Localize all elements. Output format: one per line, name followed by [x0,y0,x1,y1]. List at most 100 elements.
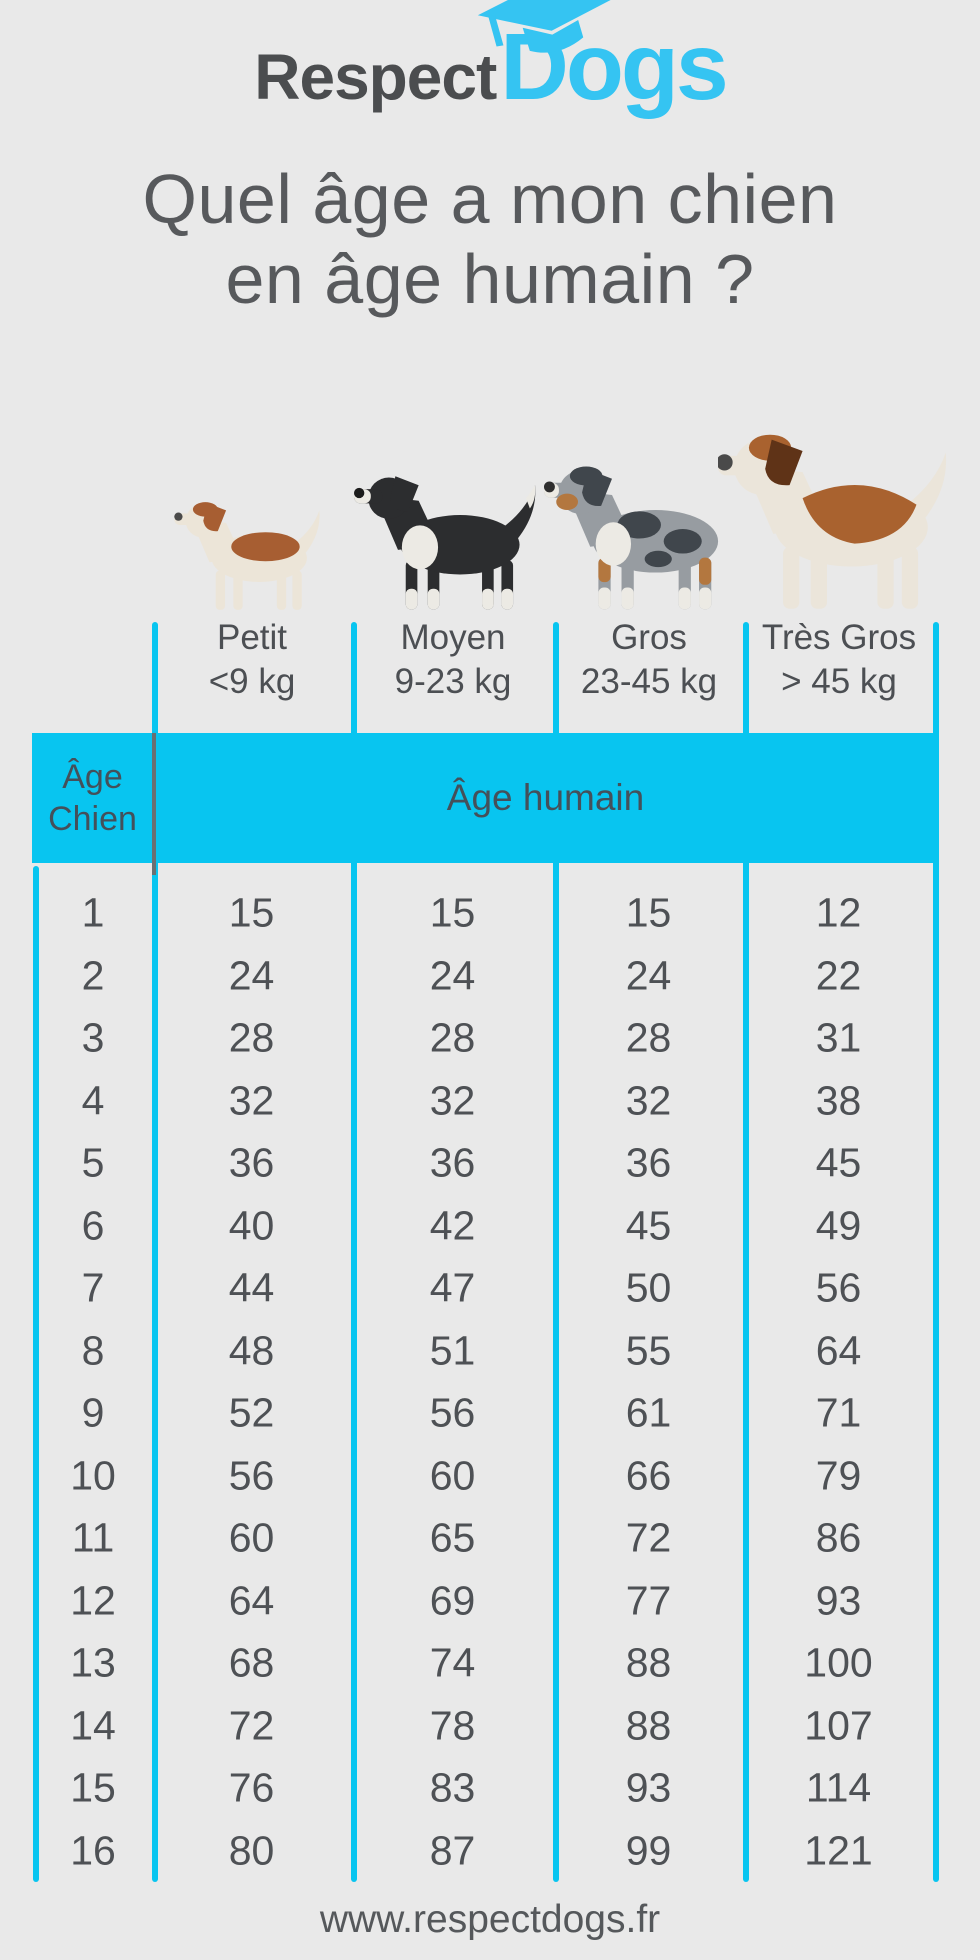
human-age-cell: 47 [429,1264,476,1311]
human-age-cell: 88 [625,1639,672,1686]
human-age-cell: 44 [228,1264,275,1311]
table-header-band: Âge Chien Âge humain [32,733,935,875]
human-age-cell: 56 [228,1452,275,1499]
category-weight: 23-45 kg [580,662,718,701]
category-weight: <9 kg [208,662,296,701]
human-age-cell: 55 [625,1327,672,1374]
page-title-line2: en âge humain ? [225,239,755,318]
human-age-cell: 69 [429,1577,476,1624]
human-age-cell: 28 [429,1014,476,1061]
age-table-body: 1 15 15 15 12 2 24 24 24 22 3 28 28 28 3… [0,882,980,1882]
table-grid-line [33,866,39,1882]
human-age-cell: 68 [228,1639,275,1686]
table-grid-line [152,622,158,1882]
human-age-cell: 64 [228,1577,275,1624]
human-age-cell: 45 [815,1139,862,1186]
human-age-cell: 78 [429,1702,476,1749]
human-age-cell: 99 [625,1827,672,1874]
logo-word-respect: Respect [254,41,497,113]
human-age-cell: 61 [625,1389,672,1436]
dog-age-cell: 5 [81,1139,105,1186]
dog-age-cell: 12 [70,1577,116,1624]
category-weight: > 45 kg [781,662,897,701]
website-url: www.respectdogs.fr [319,1898,661,1941]
human-age-cell: 48 [228,1327,275,1374]
human-age-cell: 114 [805,1764,872,1811]
category-name: Très Gros [761,618,917,657]
size-category-headers: Petit <9 kg Moyen 9-23 kg Gros 23-45 kg … [0,620,980,732]
dog-age-cell: 8 [81,1327,105,1374]
human-age-cell: 22 [815,952,862,999]
human-age-cell: 71 [815,1389,862,1436]
logo-word-dogs-wrap: Dogs [478,0,729,115]
table-row: 12 64 69 77 93 [0,1570,980,1633]
table-row: 3 28 28 28 31 [0,1007,980,1070]
human-age-cell: 51 [429,1327,476,1374]
dog-age-cell: 15 [70,1764,116,1811]
human-age-cell: 36 [228,1139,275,1186]
human-age-cell: 15 [429,889,476,936]
human-age-cell: 72 [228,1702,275,1749]
category-name: Petit [216,618,288,657]
table-row: 7 44 47 50 56 [0,1257,980,1320]
table-row: 15 76 83 93 114 [0,1757,980,1820]
table-row: 13 68 74 88 100 [0,1632,980,1695]
human-age-cell: 31 [815,1014,862,1061]
human-age-cell: 56 [429,1389,476,1436]
human-age-cell: 45 [625,1202,672,1249]
human-age-cell: 40 [228,1202,275,1249]
human-age-cell: 49 [815,1202,862,1249]
dog-age-cell: 16 [70,1827,116,1874]
human-age-cell: 32 [228,1077,275,1124]
human-age-cell: 56 [815,1264,862,1311]
page-title-line1: Quel âge a mon chien [142,160,838,238]
table-row: 1 15 15 15 12 [0,882,980,945]
human-age-cell: 80 [228,1827,275,1874]
human-age-cell: 121 [804,1827,873,1874]
human-age-cell: 77 [625,1577,672,1624]
human-age-cell: 42 [429,1202,476,1249]
human-age-cell: 93 [625,1764,672,1811]
header-divider [152,733,156,875]
human-age-cell: 24 [625,952,672,999]
dog-age-cell: 7 [81,1264,105,1311]
category-moyen: Moyen 9-23 kg [353,620,553,699]
table-row: 4 32 32 32 38 [0,1070,980,1133]
corner-header-age-chien: Âge Chien [32,733,153,863]
human-age-cell: 65 [429,1514,476,1561]
human-age-cell: 28 [228,1014,275,1061]
human-age-cell: 60 [429,1452,476,1499]
dog-illustration-saint-bernard [718,434,947,609]
dog-illustration-australian-shepherd [544,466,719,610]
table-grid-line [743,622,749,1882]
human-age-cell: 52 [228,1389,275,1436]
human-age-cell: 83 [429,1764,476,1811]
table-row: 8 48 51 55 64 [0,1320,980,1383]
human-age-cell: 74 [429,1639,476,1686]
table-row: 6 40 42 45 49 [0,1195,980,1258]
dog-age-cell: 6 [81,1202,105,1249]
human-age-cell: 12 [815,889,862,936]
logo: Respect Dogs [0,0,980,115]
dog-age-cell: 2 [81,952,105,999]
human-age-cell: 100 [804,1639,873,1686]
human-age-cell: 66 [625,1452,672,1499]
human-age-cell: 60 [228,1514,275,1561]
table-row: 16 80 87 99 121 [0,1820,980,1883]
category-tres-gros: Très Gros > 45 kg [745,620,933,699]
human-age-cell: 88 [625,1702,672,1749]
human-age-cell: 86 [815,1514,862,1561]
human-age-cell: 76 [228,1764,275,1811]
human-age-cell: 15 [625,889,672,936]
dog-age-cell: 1 [81,889,105,936]
human-age-cell: 93 [815,1577,862,1624]
table-grid-line [553,622,559,1882]
table-grid-line [351,622,357,1882]
human-age-cell: 87 [429,1827,476,1874]
human-age-cell: 36 [429,1139,476,1186]
table-row: 14 72 78 88 107 [0,1695,980,1758]
dog-age-cell: 13 [70,1639,116,1686]
human-age-cell: 32 [429,1077,476,1124]
table-row: 5 36 36 36 45 [0,1132,980,1195]
